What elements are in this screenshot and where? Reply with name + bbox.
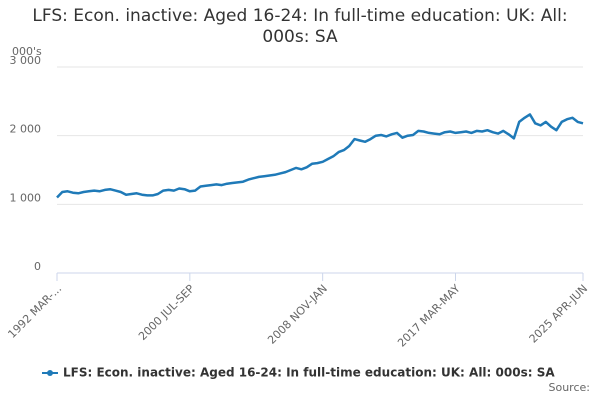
legend-marker bbox=[47, 370, 53, 376]
y-tick-label: 1 000 bbox=[10, 191, 42, 204]
y-axis-label: 000's bbox=[12, 45, 42, 58]
x-tick-label: 2017 MAR-MAY bbox=[395, 282, 463, 350]
legend-label: LFS: Econ. inactive: Aged 16-24: In full… bbox=[63, 366, 555, 380]
x-tick-label: 2008 NOV-JAN bbox=[265, 282, 330, 347]
y-tick-label: 3 000 bbox=[10, 54, 42, 67]
y-tick-label: 0 bbox=[34, 260, 41, 273]
x-tick-label: 1992 MAR-... bbox=[5, 282, 64, 341]
chart-title: LFS: Econ. inactive: Aged 16-24: In full… bbox=[32, 6, 568, 47]
legend-item[interactable]: LFS: Econ. inactive: Aged 16-24: In full… bbox=[42, 366, 555, 380]
x-tick-label: 2025 APR-JUN bbox=[527, 282, 591, 346]
y-tick-label: 2 000 bbox=[10, 123, 42, 136]
source: Source: bbox=[549, 381, 591, 394]
data-line bbox=[56, 113, 584, 199]
x-tick-label: 2000 JUL-SEP bbox=[136, 282, 197, 343]
